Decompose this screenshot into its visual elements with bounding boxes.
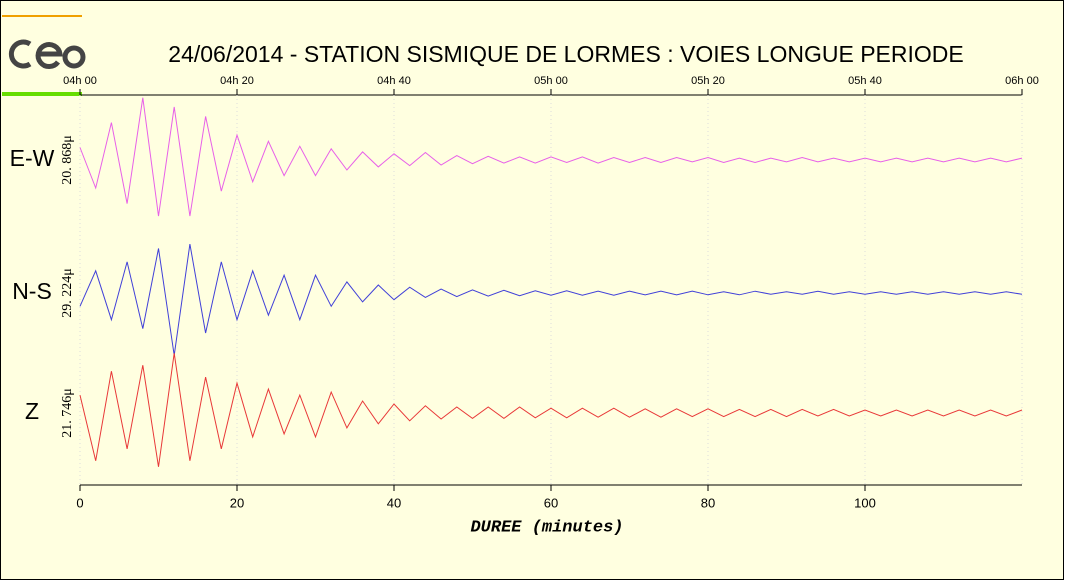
logo-a bbox=[62, 45, 86, 69]
legend-label: Z bbox=[25, 398, 39, 424]
logo bbox=[8, 39, 86, 70]
x-tick-label: 80 bbox=[701, 495, 715, 510]
x-axis-label: DUREE (minutes) bbox=[470, 518, 623, 537]
logo-e bbox=[35, 42, 63, 70]
x-tick-label: 20 bbox=[230, 495, 244, 510]
x-tick-label: 100 bbox=[854, 495, 876, 510]
trace bbox=[79, 353, 1023, 467]
trace bbox=[79, 244, 1023, 356]
x2-tick-label: 05h 20 bbox=[691, 75, 725, 87]
x2-tick-label: 06h 00 bbox=[1005, 75, 1039, 87]
logo-c bbox=[8, 39, 32, 69]
x-tick-label: 40 bbox=[387, 495, 401, 510]
x2-tick-label: 04h 40 bbox=[377, 75, 411, 87]
trace bbox=[79, 97, 1023, 217]
scale-label: 29. 224μ bbox=[60, 268, 75, 318]
x2-tick-label: 05h 40 bbox=[848, 75, 882, 87]
x2-tick-label: 04h 20 bbox=[220, 75, 254, 87]
scale-label: 20. 868μ bbox=[60, 135, 75, 185]
x2-tick-label: 04h 00 bbox=[63, 75, 97, 87]
x-tick-label: 60 bbox=[544, 495, 558, 510]
scale-label: 21. 746μ bbox=[60, 388, 75, 438]
legend-label: N-S bbox=[12, 278, 52, 304]
legend-label: E-W bbox=[10, 145, 55, 171]
chart-title: 24/06/2014 - STATION SISMIQUE DE LORMES … bbox=[168, 41, 963, 67]
x2-tick-label: 05h 00 bbox=[534, 75, 568, 87]
x-tick-label: 0 bbox=[76, 495, 83, 510]
